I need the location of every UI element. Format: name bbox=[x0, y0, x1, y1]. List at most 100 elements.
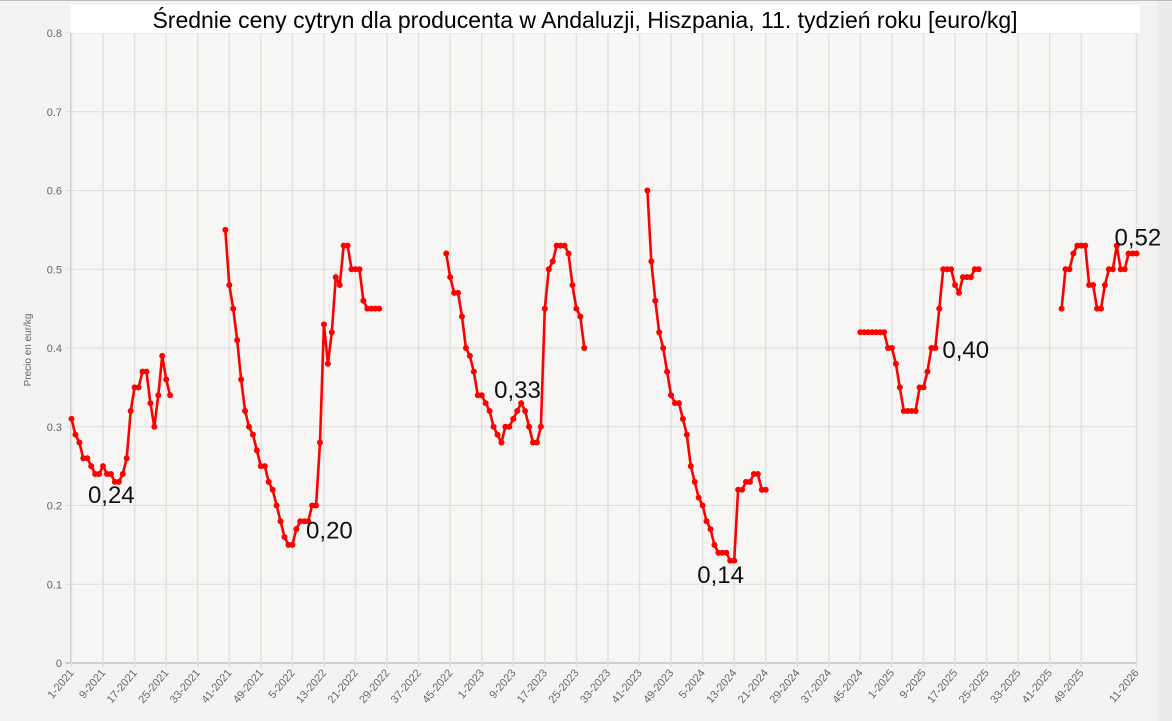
data-point bbox=[462, 345, 469, 351]
data-point bbox=[648, 258, 655, 265]
data-point bbox=[975, 266, 982, 273]
data-point bbox=[549, 258, 556, 265]
data-point bbox=[293, 526, 300, 533]
y-tick-label: 0 bbox=[56, 658, 62, 670]
data-point bbox=[506, 423, 513, 430]
data-point bbox=[135, 384, 142, 391]
y-axis: 0 0.1 0.2 0.3 0.4 0.5 0.6 0.7 0.8 bbox=[47, 28, 62, 670]
data-point bbox=[545, 266, 552, 273]
data-point bbox=[100, 463, 107, 470]
title-box bbox=[71, 5, 1140, 33]
chart-title: Średnie ceny cytryn dla producenta w And… bbox=[152, 6, 1017, 33]
data-point bbox=[912, 408, 919, 414]
data-point bbox=[68, 415, 75, 422]
data-point bbox=[344, 242, 351, 249]
data-point bbox=[731, 557, 738, 564]
data-point bbox=[739, 486, 746, 493]
data-point bbox=[455, 289, 462, 296]
value-annotation: 0,40 bbox=[942, 337, 989, 364]
y-axis-title: Precio en eur/kg bbox=[23, 314, 34, 387]
data-point bbox=[656, 329, 663, 336]
data-point bbox=[881, 329, 888, 336]
data-point bbox=[707, 526, 714, 533]
data-point bbox=[683, 431, 690, 438]
data-point bbox=[226, 282, 233, 288]
data-point bbox=[668, 392, 675, 399]
data-point bbox=[119, 471, 126, 477]
data-point bbox=[514, 408, 521, 414]
value-annotation: 0,33 bbox=[494, 377, 541, 404]
data-point bbox=[936, 305, 943, 312]
data-point bbox=[167, 392, 174, 399]
data-point bbox=[246, 423, 252, 430]
data-point bbox=[664, 368, 671, 375]
data-point bbox=[230, 305, 237, 312]
data-point bbox=[163, 376, 170, 383]
data-point bbox=[526, 423, 533, 430]
data-point bbox=[1121, 266, 1128, 273]
data-point bbox=[577, 313, 584, 320]
data-point bbox=[336, 282, 343, 288]
data-point bbox=[703, 518, 710, 525]
data-point bbox=[234, 337, 241, 344]
data-point bbox=[127, 408, 134, 414]
data-point bbox=[932, 345, 939, 351]
data-point bbox=[924, 368, 931, 375]
value-annotation: 0,52 bbox=[1115, 225, 1162, 252]
data-point bbox=[305, 518, 312, 525]
data-point bbox=[561, 242, 568, 249]
data-point bbox=[569, 282, 576, 288]
data-point bbox=[320, 321, 327, 328]
data-point bbox=[699, 502, 706, 509]
data-point bbox=[123, 455, 130, 462]
data-point bbox=[151, 423, 158, 430]
data-point bbox=[888, 345, 895, 351]
data-point bbox=[660, 345, 667, 351]
data-point bbox=[695, 494, 702, 501]
data-point bbox=[332, 274, 339, 281]
data-point bbox=[459, 313, 465, 320]
data-point bbox=[96, 471, 103, 477]
data-point bbox=[447, 274, 454, 281]
data-point bbox=[565, 250, 572, 257]
data-point bbox=[376, 305, 383, 312]
data-point bbox=[269, 486, 276, 493]
data-point bbox=[1070, 250, 1077, 257]
data-point bbox=[356, 266, 363, 273]
data-point bbox=[494, 431, 501, 438]
y-tick-label: 0.5 bbox=[47, 264, 62, 276]
data-point bbox=[238, 376, 245, 383]
data-point bbox=[581, 345, 588, 351]
data-point bbox=[242, 408, 249, 414]
data-point bbox=[84, 455, 91, 462]
data-point bbox=[892, 360, 899, 367]
data-point bbox=[1090, 282, 1097, 288]
y-tick-label: 0.2 bbox=[47, 501, 62, 513]
data-point bbox=[289, 541, 296, 548]
data-point bbox=[1098, 305, 1104, 312]
data-point bbox=[143, 368, 150, 375]
data-point bbox=[573, 305, 580, 312]
data-point bbox=[478, 392, 485, 399]
data-point bbox=[948, 266, 955, 273]
value-annotation: 0,20 bbox=[306, 518, 353, 545]
data-point bbox=[76, 439, 83, 446]
data-point bbox=[675, 400, 682, 407]
data-point bbox=[249, 431, 256, 438]
data-point bbox=[147, 400, 154, 407]
y-tick-label: 0.7 bbox=[47, 107, 62, 119]
data-point bbox=[687, 463, 694, 470]
data-point bbox=[711, 541, 718, 548]
data-point bbox=[265, 478, 272, 485]
y-tick-label: 0.4 bbox=[47, 343, 62, 355]
data-point bbox=[1109, 266, 1116, 273]
y-tick-label: 0.6 bbox=[47, 186, 62, 198]
data-point bbox=[466, 352, 473, 359]
data-point bbox=[518, 400, 525, 407]
data-point bbox=[328, 329, 335, 336]
data-point bbox=[952, 282, 959, 288]
right-strip bbox=[1158, 0, 1172, 721]
data-point bbox=[313, 502, 320, 509]
data-point bbox=[155, 392, 162, 399]
